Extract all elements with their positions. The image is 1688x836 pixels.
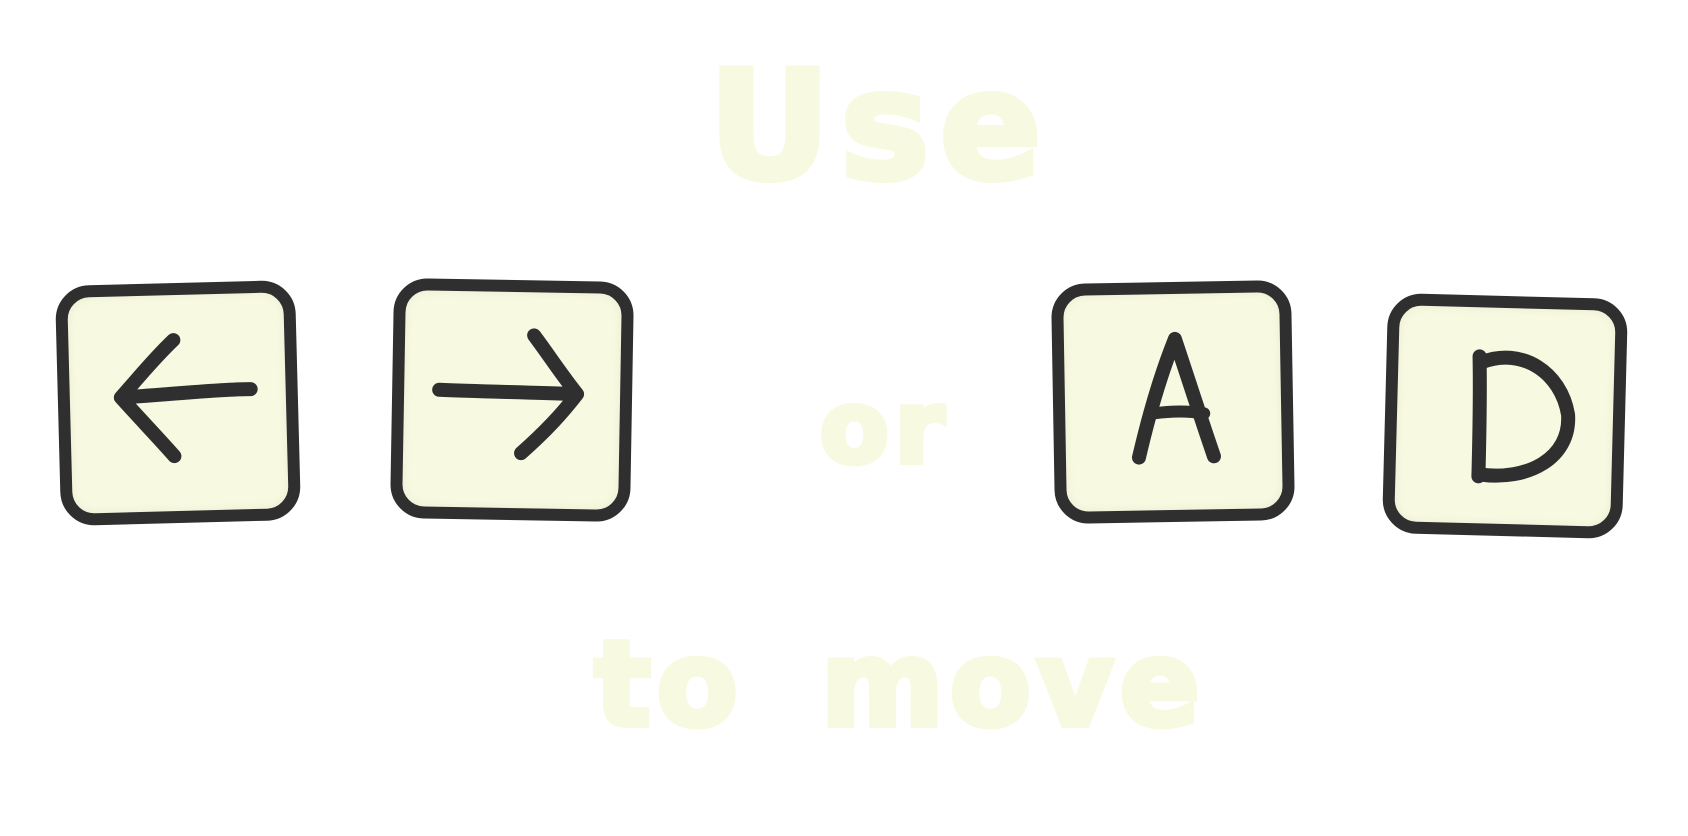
d-key: [1381, 292, 1629, 540]
right-arrow-key: [389, 277, 635, 523]
to-move-text: to move: [591, 615, 1206, 753]
arrow-right-icon: [432, 328, 585, 461]
or-text: or: [817, 369, 951, 486]
use-text: Use: [706, 40, 1052, 214]
arrow-left-icon: [113, 333, 258, 464]
left-arrow-key: [54, 279, 302, 527]
letter-a-glyph: [1131, 331, 1221, 465]
letter-d-glyph: [1471, 349, 1576, 484]
a-key: [1050, 279, 1296, 525]
